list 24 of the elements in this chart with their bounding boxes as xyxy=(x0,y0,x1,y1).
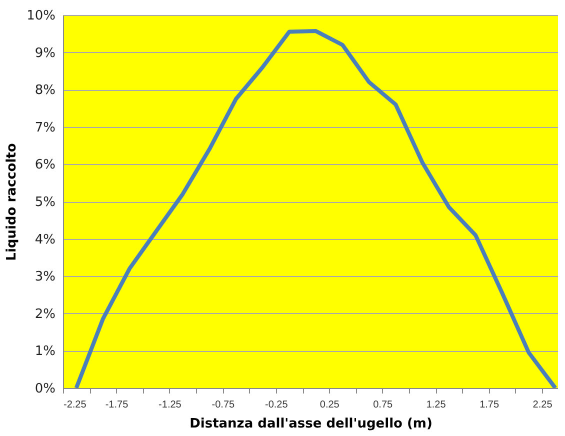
y-tick-label: 6% xyxy=(34,158,56,173)
x-tick-label: 0.25 xyxy=(320,400,340,410)
y-tick-label: 8% xyxy=(34,83,56,98)
y-tick-label: 5% xyxy=(34,195,56,210)
y-tick-label: 10% xyxy=(26,8,56,24)
x-tick-label: -0.75 xyxy=(212,400,236,410)
x-axis-title: Distanza dall'asse dell'ugello (m) xyxy=(190,416,432,432)
x-tick-label: -1.75 xyxy=(105,400,129,410)
x-tick-label: 0.75 xyxy=(373,400,394,410)
x-tick-label: 2.25 xyxy=(532,400,553,410)
x-tick-label: -0.25 xyxy=(265,400,288,410)
x-tick-label: -1.25 xyxy=(158,400,182,410)
x-tick-label: -2.25 xyxy=(64,400,87,410)
line-series xyxy=(74,29,558,388)
y-tick-label: 0% xyxy=(34,382,56,396)
y-axis-title: Liquido raccolto xyxy=(4,143,20,261)
y-tick-label: 9% xyxy=(34,46,56,61)
x-tick-label: 1.25 xyxy=(426,400,446,410)
y-tick-label: 3% xyxy=(34,270,56,285)
y-tick-label: 7% xyxy=(34,120,56,136)
x-tick-label: 1.75 xyxy=(480,400,500,410)
y-tick-label: 2% xyxy=(34,306,56,322)
y-tick-label: 4% xyxy=(34,232,56,248)
y-tick-label: 1% xyxy=(34,344,56,360)
